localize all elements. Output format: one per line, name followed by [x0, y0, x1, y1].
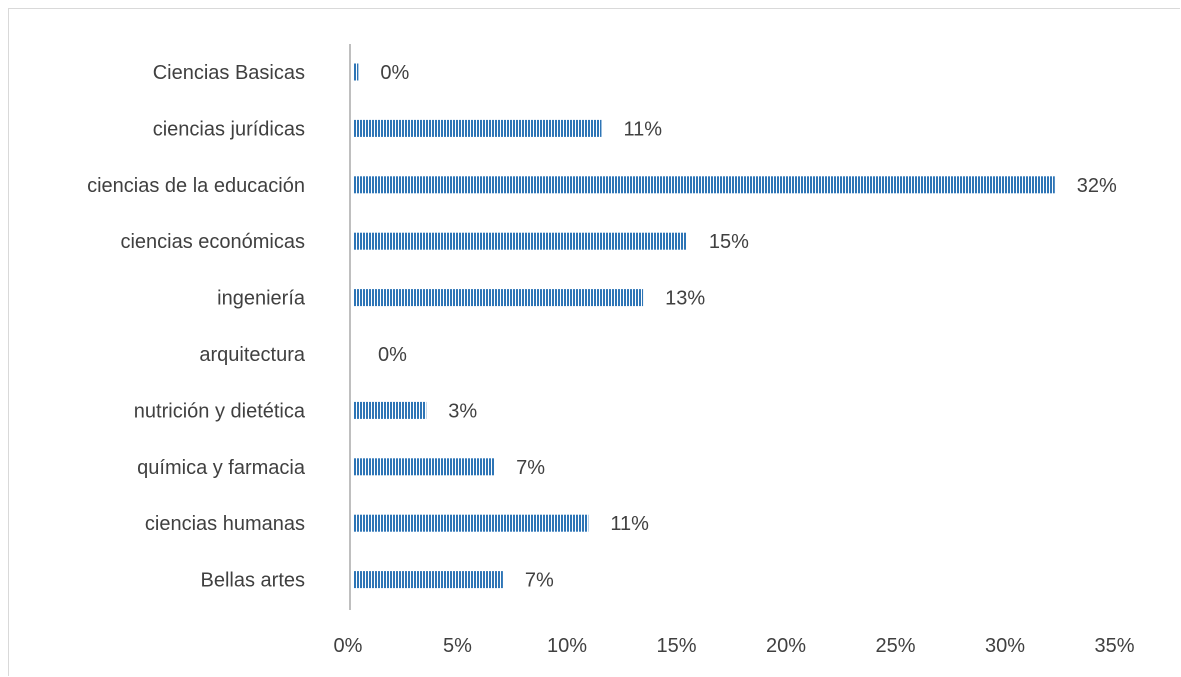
category-label: Bellas artes [201, 570, 306, 592]
bar [354, 514, 589, 532]
bar [354, 232, 687, 250]
category-label: ciencias humanas [145, 513, 305, 535]
chart-frame [8, 8, 1180, 676]
bars-group [354, 63, 1055, 589]
x-tick-label: 15% [656, 635, 696, 657]
x-tick-label: 30% [985, 635, 1025, 657]
category-labels: Ciencias Basicas ciencias jurídicas cienci… [87, 62, 306, 592]
data-label: 7% [516, 457, 545, 479]
category-label: ciencias de la educación [87, 175, 305, 197]
data-label: 0% [380, 62, 409, 84]
category-label: arquitectura [199, 344, 305, 366]
category-label: ciencias jurídicas [153, 118, 305, 140]
data-label: 7% [525, 570, 554, 592]
category-label: química y farmacia [137, 457, 306, 479]
data-label: 13% [665, 288, 705, 310]
data-label: 0% [378, 344, 407, 366]
bar [354, 401, 427, 419]
data-label: 32% [1077, 175, 1117, 197]
bar [354, 176, 1055, 194]
data-label: 15% [709, 231, 749, 253]
x-tick-label: 20% [766, 635, 806, 657]
x-tick-label: 25% [875, 635, 915, 657]
x-tick-label: 35% [1094, 635, 1134, 657]
x-tick-label: 0% [334, 635, 363, 657]
bar [354, 571, 503, 589]
category-label: Ciencias Basicas [153, 62, 305, 84]
x-axis-tick-labels: 0% 5% 10% 15% 20% 25% 30% 35% [334, 635, 1135, 657]
category-label: ingeniería [217, 288, 306, 310]
data-label: 3% [448, 400, 477, 422]
x-tick-label: 10% [547, 635, 587, 657]
bar [354, 458, 495, 476]
bar [354, 63, 359, 81]
data-label: 11% [610, 513, 649, 535]
category-label: nutrición y dietética [134, 400, 306, 422]
bar [354, 119, 602, 137]
data-labels: 0% 11% 32% 15% 13% 0% 3% 7% 11% 7% [378, 62, 1117, 592]
data-label: 11% [623, 118, 662, 140]
bar [354, 289, 644, 307]
x-tick-label: 5% [443, 635, 472, 657]
category-label: ciencias económicas [120, 231, 305, 253]
